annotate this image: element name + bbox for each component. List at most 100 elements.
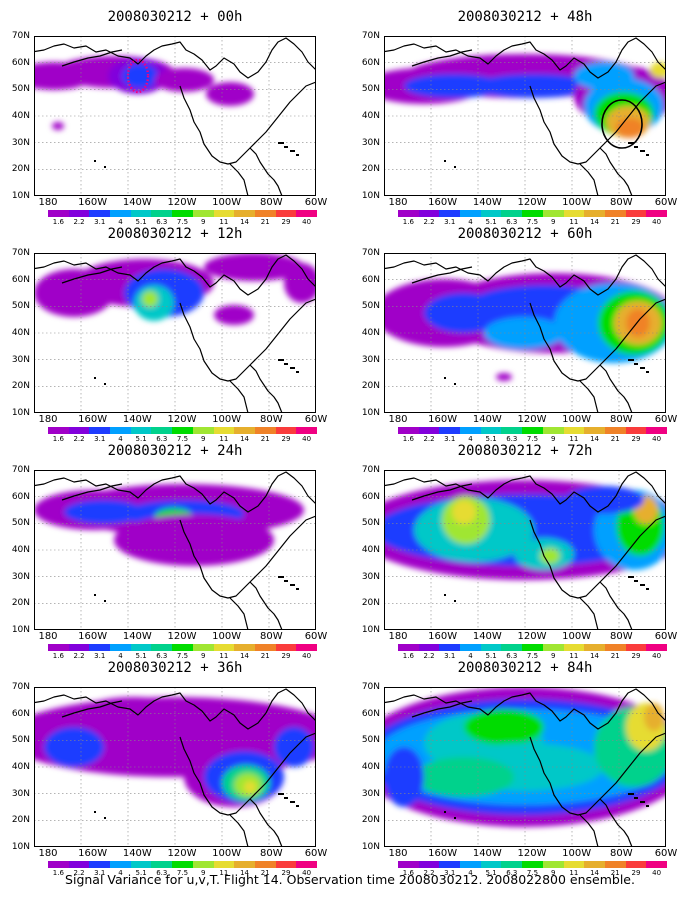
lon-tick-label: 120W bbox=[517, 631, 547, 642]
colorbar-label: 29 bbox=[281, 652, 291, 660]
colorbar-label: 14 bbox=[590, 652, 600, 660]
colorbar-swatch bbox=[480, 210, 502, 217]
feature-ring bbox=[601, 99, 643, 149]
colorbar-label: 29 bbox=[281, 218, 291, 226]
island bbox=[284, 797, 288, 799]
colorbar-swatch bbox=[89, 427, 111, 434]
colorbar-swatch bbox=[418, 427, 440, 434]
island bbox=[634, 580, 638, 582]
colorbar-swatch bbox=[501, 861, 523, 868]
colorbar-label: 7.5 bbox=[526, 435, 539, 443]
island bbox=[444, 377, 446, 379]
island bbox=[278, 576, 284, 578]
map-plot-area bbox=[34, 253, 316, 413]
lat-tick-label: 40N bbox=[11, 328, 30, 338]
colorbar-swatch bbox=[542, 210, 564, 217]
colorbar-label: 21 bbox=[610, 435, 620, 443]
colorbar-swatch bbox=[275, 861, 297, 868]
lat-tick-label: 50N bbox=[361, 84, 380, 95]
lon-tick-label: 100W bbox=[562, 414, 592, 425]
island bbox=[296, 371, 299, 373]
coastline bbox=[229, 814, 249, 847]
coastline bbox=[411, 700, 473, 718]
lat-tick-label: 10N bbox=[361, 408, 380, 418]
lat-tick-label: 20N bbox=[361, 598, 380, 609]
colorbar-swatch bbox=[213, 427, 235, 434]
island bbox=[290, 367, 295, 369]
colorbar-swatch bbox=[604, 861, 626, 868]
colorbar-swatch bbox=[522, 644, 543, 651]
lon-tick-label: 60W bbox=[654, 414, 678, 425]
map-plot-area bbox=[34, 470, 316, 630]
island bbox=[454, 383, 456, 385]
coastline bbox=[34, 37, 316, 196]
coastline bbox=[61, 700, 123, 718]
colorbar-swatch bbox=[213, 861, 235, 868]
flight-track bbox=[126, 58, 150, 94]
colorbar-label: 6.3 bbox=[156, 218, 168, 226]
coastline bbox=[61, 483, 123, 501]
variance-contours bbox=[34, 484, 304, 566]
lat-tick-label: 50N bbox=[11, 84, 30, 95]
island bbox=[634, 146, 638, 148]
colorbar-swatch bbox=[625, 427, 647, 434]
colorbar-label: 2.2 bbox=[423, 652, 435, 660]
colorbar-swatch bbox=[130, 210, 152, 217]
colorbar bbox=[48, 644, 317, 651]
lon-tick-label: 180 bbox=[38, 848, 58, 859]
coastline bbox=[34, 688, 316, 847]
lat-tick-label: 40N bbox=[11, 762, 30, 772]
colorbar-label: 40 bbox=[652, 652, 662, 660]
colorbar-label: 4 bbox=[118, 218, 123, 226]
lat-tick-label: 50N bbox=[361, 301, 380, 312]
variance-region bbox=[474, 74, 594, 98]
variance-region bbox=[44, 727, 104, 767]
island bbox=[296, 805, 299, 807]
island bbox=[628, 142, 634, 144]
island bbox=[640, 584, 645, 586]
colorbar-label: 9 bbox=[200, 435, 206, 443]
variance-field bbox=[384, 687, 666, 847]
colorbar-swatch bbox=[68, 644, 90, 651]
panel-72h: 2008030212 + 72h 70N 60N 50N 40N 30N 20N 10N 180… bbox=[350, 442, 690, 660]
panel-title: 2008030212 + 60h bbox=[457, 226, 593, 242]
colorbar-swatch bbox=[625, 861, 647, 868]
lat-tick-label: 20N bbox=[11, 381, 30, 392]
variance-region bbox=[244, 781, 256, 793]
panel-84h: 2008030212 + 84h 70N 60N 50N 40N 30N 20N 10N 180… bbox=[350, 659, 690, 877]
lon-tick-label: 180 bbox=[388, 631, 408, 642]
island bbox=[104, 600, 106, 602]
lon-tick-label: 120W bbox=[167, 631, 197, 642]
lon-tick-label: 80W bbox=[610, 848, 633, 859]
panel-48h: 2008030212 + 48h 70N 60N 50N 40N 30N 20N 10N 180… bbox=[350, 8, 690, 226]
colorbar-swatch bbox=[48, 644, 69, 651]
variance-field bbox=[34, 253, 316, 413]
colorbar-label: 14 bbox=[240, 218, 250, 226]
lat-tick-label: 70N bbox=[11, 682, 30, 692]
colorbar-swatch bbox=[584, 644, 605, 651]
colorbar-label: 6.3 bbox=[156, 869, 168, 877]
colorbar-swatch bbox=[234, 427, 255, 434]
colorbar-swatch bbox=[418, 210, 440, 217]
colorbar-swatch bbox=[439, 644, 461, 651]
colorbar-label: 29 bbox=[281, 869, 291, 877]
lat-tick-label: 10N bbox=[361, 191, 380, 201]
lat-tick-label: 20N bbox=[11, 598, 30, 609]
colorbar-label: 7.5 bbox=[526, 652, 539, 660]
island bbox=[646, 371, 649, 373]
colorbar-label: 6.3 bbox=[506, 218, 518, 226]
colorbar-label: 3.1 bbox=[94, 652, 106, 660]
lon-tick-label: 180 bbox=[388, 848, 408, 859]
colorbar-label: 7.5 bbox=[176, 218, 189, 226]
colorbar-swatch bbox=[89, 644, 111, 651]
variance-region bbox=[384, 747, 424, 807]
colorbar-label: 29 bbox=[631, 869, 641, 877]
colorbar-swatch bbox=[130, 427, 152, 434]
colorbar-label: 5.1 bbox=[485, 218, 497, 226]
lon-tick-label: 180 bbox=[38, 197, 58, 208]
variance-region bbox=[414, 757, 514, 797]
lat-tick-label: 50N bbox=[361, 518, 380, 529]
island bbox=[444, 594, 446, 596]
lat-tick-label: 30N bbox=[361, 571, 380, 582]
lat-tick-label: 20N bbox=[361, 381, 380, 392]
